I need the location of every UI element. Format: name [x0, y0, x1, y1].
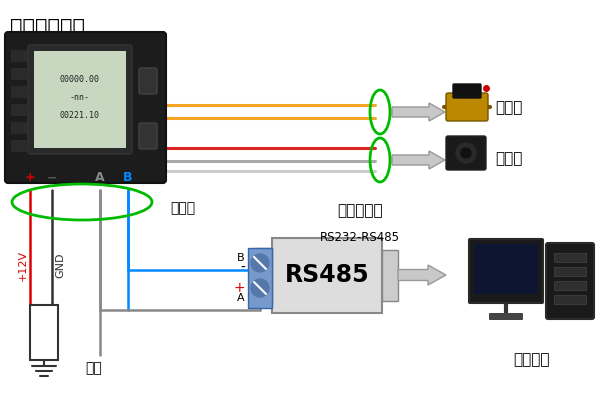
FancyBboxPatch shape — [446, 136, 486, 170]
Bar — [11, 50, 27, 62]
Bar — [11, 68, 27, 80]
FancyArrow shape — [398, 265, 446, 285]
FancyBboxPatch shape — [139, 68, 157, 94]
Text: -nn-: -nn- — [70, 93, 90, 102]
Bar — [474, 244, 538, 294]
FancyBboxPatch shape — [28, 45, 132, 154]
Text: B: B — [123, 171, 133, 184]
Text: 管理电脑: 管理电脑 — [514, 353, 551, 368]
FancyBboxPatch shape — [446, 93, 488, 121]
Text: 00221.10: 00221.10 — [60, 110, 100, 119]
Text: 通讯转换器: 通讯转换器 — [337, 203, 383, 218]
Circle shape — [251, 254, 269, 272]
FancyBboxPatch shape — [546, 243, 594, 319]
Bar — [554, 267, 586, 276]
Bar — [248, 248, 272, 308]
Circle shape — [461, 148, 471, 158]
Text: RS485: RS485 — [285, 263, 369, 287]
Text: 流量计: 流量计 — [495, 152, 523, 166]
Circle shape — [456, 143, 476, 163]
Text: 电磁阀: 电磁阀 — [495, 100, 523, 116]
Text: -: - — [240, 261, 245, 275]
FancyBboxPatch shape — [139, 123, 157, 149]
Bar — [11, 140, 27, 152]
Bar — [11, 104, 27, 116]
Bar — [554, 281, 586, 290]
Text: 分体式水控机: 分体式水控机 — [10, 18, 85, 38]
FancyBboxPatch shape — [489, 313, 523, 320]
Text: −: − — [47, 171, 57, 184]
Text: GND: GND — [55, 252, 65, 278]
Text: A: A — [237, 293, 245, 303]
Bar — [382, 250, 398, 301]
Text: +: + — [25, 171, 35, 184]
Bar — [254, 248, 272, 303]
FancyBboxPatch shape — [453, 84, 481, 98]
FancyArrow shape — [392, 151, 445, 169]
Text: RS232-RS485: RS232-RS485 — [320, 231, 400, 244]
Text: 00000.00: 00000.00 — [60, 75, 100, 83]
Text: B: B — [237, 253, 245, 263]
Bar — [554, 253, 586, 262]
Circle shape — [251, 279, 269, 297]
FancyBboxPatch shape — [5, 32, 166, 183]
Bar — [30, 305, 58, 360]
Bar — [11, 122, 27, 134]
FancyBboxPatch shape — [469, 239, 543, 303]
Text: +12V: +12V — [18, 249, 28, 281]
Bar — [272, 238, 382, 313]
Bar — [11, 86, 27, 98]
Text: A: A — [95, 171, 105, 184]
Text: 四芯线: 四芯线 — [170, 201, 195, 215]
Bar — [554, 295, 586, 304]
Text: +: + — [233, 281, 245, 295]
Bar — [34, 51, 126, 148]
FancyArrow shape — [392, 103, 445, 121]
Text: 电源: 电源 — [85, 361, 102, 375]
